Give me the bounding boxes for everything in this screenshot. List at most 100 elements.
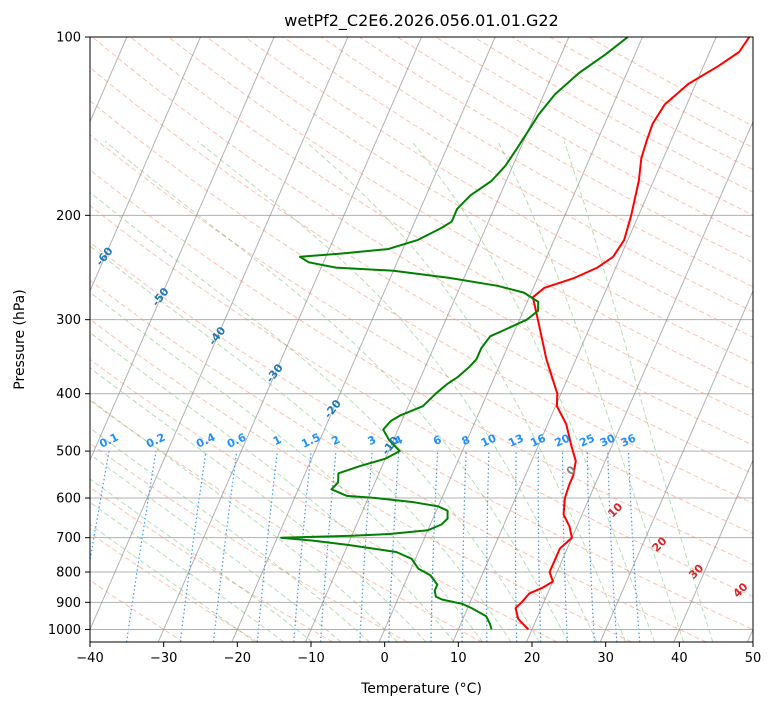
isotherm [231, 37, 496, 642]
isotherms [90, 37, 753, 642]
y-tick-label: 900 [56, 596, 81, 611]
moist-adiabat [90, 523, 255, 642]
mixing-ratio-label: 25 [577, 432, 596, 450]
isotherm [90, 37, 275, 462]
profile-series [280, 37, 751, 631]
mixing-ratio-label: 13 [506, 432, 525, 450]
dry-adiabat [473, 37, 753, 193]
dry-adiabat [90, 100, 753, 504]
mixing-ratio-line [212, 451, 238, 642]
isotherm [747, 628, 753, 642]
isotherm [90, 37, 201, 293]
y-tick-label: 400 [56, 387, 81, 402]
x-axis-label: Temperature (°C) [360, 681, 482, 697]
isotherm [378, 37, 643, 642]
isotherm [526, 120, 753, 642]
dry-adiabat [90, 400, 483, 642]
mixing-ratio-label: 0.2 [144, 431, 167, 451]
y-tick-label: 100 [56, 31, 81, 46]
y-axis: 100 200 300 400 500 600 700 800 900 1000 [48, 31, 90, 638]
y-tick-label: 1000 [48, 623, 81, 638]
x-tick-label: −20 [224, 651, 251, 666]
mixing-ratio-label: 10 [479, 431, 499, 449]
mixing-ratio-label: 6 [431, 433, 444, 448]
mixing-ratio-label: 1.5 [299, 431, 322, 451]
isotherm-label: -20 [322, 397, 345, 421]
y-tick-label: 300 [56, 313, 81, 328]
moist-adiabat [104, 140, 569, 642]
x-axis: −40 −30 −20 −10 0 10 20 30 40 50 [76, 642, 761, 666]
y-axis-label: Pressure (hPa) [12, 289, 28, 389]
isotherm [673, 458, 753, 642]
dry-adiabat [588, 37, 753, 127]
dry-adiabat [90, 442, 408, 642]
isotherm-label: -50 [149, 285, 172, 309]
dry-adiabat [90, 204, 753, 598]
dry-adiabat [90, 358, 558, 642]
mixing-ratio-label: 3 [366, 433, 378, 448]
chart-title: wetPf2_C2E6.2026.056.01.01.G22 [284, 11, 558, 31]
y-tick-label: 500 [56, 445, 81, 460]
mixing-ratio-label: 0.1 [97, 431, 120, 451]
mixing-ratio-label: 30 [598, 431, 618, 449]
y-tick-label: 600 [56, 492, 81, 507]
dry-adiabat [90, 134, 753, 535]
isotherm [599, 289, 753, 642]
moist-adiabat [197, 140, 598, 642]
dry-adiabat [130, 37, 753, 418]
mixing-ratio-label: 8 [460, 433, 472, 448]
mixing-ratio-label: 2 [330, 433, 342, 448]
mixing-ratio-line [627, 451, 641, 642]
isotherm-label: -60 [93, 244, 116, 268]
dry-adiabat [244, 37, 753, 338]
moist-adiabat-label: 10 [605, 500, 625, 520]
mixing-ratio-label: 36 [619, 431, 639, 449]
moist-adiabats [90, 140, 714, 642]
dry-adiabat [320, 37, 753, 288]
plot-area: -100-90-80-70-60-50-40-30-20-100.10.20.4… [90, 37, 753, 642]
dry-adiabat [90, 486, 333, 642]
dry-adiabat [511, 37, 753, 171]
mixing-ratio-line [179, 451, 207, 642]
isotherm-label: -40 [206, 324, 229, 348]
y-tick-label: 700 [56, 531, 81, 546]
moist-adiabat-label: 0 [564, 463, 579, 478]
dry-adiabat [90, 318, 632, 642]
dry-adiabat [90, 279, 707, 642]
moist-adiabat [90, 501, 284, 642]
mixing-ratio-line [256, 451, 278, 642]
x-tick-label: −10 [297, 651, 324, 666]
dewpoint-line [280, 37, 629, 630]
mixing-ratio-line [320, 451, 337, 642]
x-tick-label: −40 [76, 651, 103, 666]
x-tick-label: 30 [597, 651, 614, 666]
moist-adiabat [497, 141, 685, 642]
mixing-ratio-label: 0.6 [225, 430, 248, 450]
moist-adiabat [304, 140, 627, 642]
x-tick-label: 40 [671, 651, 688, 666]
isotherm-label: -30 [263, 361, 286, 385]
moist-adiabat [90, 191, 540, 642]
dry-adiabat [90, 66, 753, 475]
x-tick-label: 0 [381, 651, 389, 666]
mixing-ratio-label: 1 [271, 433, 283, 448]
x-tick-label: 10 [450, 651, 467, 666]
y-tick-label: 800 [56, 566, 81, 581]
dry-adiabat [90, 241, 753, 630]
mixing-ratio-line [486, 451, 490, 642]
mixing-ratio-line [293, 451, 312, 642]
pressure-gridlines [90, 37, 753, 630]
plot-frame [89, 36, 754, 643]
mixing-ratio-line [430, 451, 439, 642]
mixing-ratio-label: 16 [528, 431, 548, 449]
isotherm [90, 37, 349, 631]
dry-adiabat [90, 579, 184, 642]
mixing-ratio-label: 20 [553, 431, 573, 449]
dry-adiabat [91, 37, 753, 446]
temperature-line [514, 37, 751, 631]
mixing-ratio-line [586, 451, 595, 642]
x-tick-label: −30 [150, 651, 177, 666]
x-tick-label: 20 [524, 651, 541, 666]
mixing-ratio-line [90, 450, 110, 564]
